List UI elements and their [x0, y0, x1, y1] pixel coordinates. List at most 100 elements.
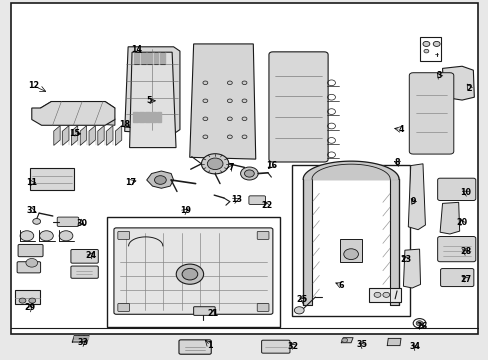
Circle shape	[59, 231, 73, 241]
FancyBboxPatch shape	[30, 168, 74, 190]
Polygon shape	[41, 102, 115, 111]
Text: 24: 24	[85, 251, 96, 260]
Polygon shape	[160, 52, 164, 64]
Circle shape	[176, 264, 203, 284]
Polygon shape	[341, 338, 352, 343]
FancyBboxPatch shape	[437, 237, 475, 262]
Text: 26: 26	[415, 323, 426, 331]
Text: 35: 35	[356, 341, 366, 349]
Text: 21: 21	[207, 310, 218, 319]
Circle shape	[154, 176, 166, 184]
FancyBboxPatch shape	[248, 196, 265, 204]
FancyBboxPatch shape	[118, 303, 129, 311]
Circle shape	[343, 249, 358, 260]
Circle shape	[422, 41, 429, 46]
Circle shape	[242, 81, 246, 85]
Text: 25: 25	[296, 295, 307, 304]
Circle shape	[242, 117, 246, 121]
Circle shape	[294, 307, 304, 314]
Text: 32: 32	[287, 342, 298, 351]
Circle shape	[203, 99, 207, 103]
Polygon shape	[41, 107, 115, 125]
Circle shape	[19, 298, 26, 303]
Circle shape	[203, 117, 207, 121]
Circle shape	[423, 49, 428, 53]
FancyBboxPatch shape	[257, 231, 268, 239]
Polygon shape	[439, 202, 459, 234]
Circle shape	[227, 117, 232, 121]
Text: 23: 23	[400, 255, 410, 264]
Circle shape	[244, 170, 254, 177]
Polygon shape	[303, 179, 311, 305]
Circle shape	[242, 99, 246, 103]
Polygon shape	[145, 112, 149, 122]
Polygon shape	[403, 249, 420, 288]
Text: 30: 30	[77, 219, 87, 228]
Text: 29: 29	[25, 303, 36, 312]
Text: 1: 1	[207, 341, 213, 350]
Polygon shape	[54, 126, 60, 145]
Polygon shape	[79, 336, 82, 339]
Polygon shape	[153, 52, 158, 64]
Text: 4: 4	[397, 125, 403, 134]
FancyBboxPatch shape	[440, 269, 473, 287]
Circle shape	[26, 258, 38, 267]
Polygon shape	[442, 66, 473, 100]
FancyBboxPatch shape	[268, 52, 327, 162]
Circle shape	[201, 154, 228, 174]
Circle shape	[182, 269, 197, 280]
Circle shape	[227, 135, 232, 139]
Polygon shape	[89, 126, 95, 145]
FancyBboxPatch shape	[71, 266, 98, 278]
Circle shape	[240, 167, 258, 180]
Polygon shape	[62, 126, 69, 145]
Polygon shape	[106, 126, 113, 145]
Text: 9: 9	[409, 197, 415, 206]
Circle shape	[415, 321, 422, 326]
Text: 14: 14	[131, 45, 142, 54]
Polygon shape	[407, 164, 425, 230]
Polygon shape	[129, 52, 176, 148]
Polygon shape	[141, 52, 145, 64]
Text: 13: 13	[230, 195, 241, 204]
Polygon shape	[124, 47, 180, 134]
Polygon shape	[147, 52, 152, 64]
FancyBboxPatch shape	[57, 217, 79, 226]
Bar	[419, 37, 440, 61]
Circle shape	[382, 292, 389, 297]
Bar	[340, 239, 361, 262]
Circle shape	[207, 158, 223, 170]
Text: 34: 34	[408, 342, 419, 351]
Text: 27: 27	[459, 275, 470, 284]
Text: 11: 11	[26, 179, 37, 188]
FancyBboxPatch shape	[408, 73, 453, 154]
Text: 8: 8	[393, 158, 399, 167]
Bar	[368, 288, 400, 302]
Text: 17: 17	[125, 178, 136, 187]
Text: 10: 10	[459, 188, 470, 197]
Circle shape	[242, 135, 246, 139]
Text: 12: 12	[28, 81, 39, 90]
Polygon shape	[74, 336, 78, 339]
FancyBboxPatch shape	[17, 262, 41, 273]
Bar	[292, 165, 409, 316]
Polygon shape	[133, 112, 138, 122]
Text: 15: 15	[69, 129, 80, 138]
Text: 33: 33	[78, 338, 88, 347]
Text: 20: 20	[456, 218, 467, 227]
Circle shape	[20, 231, 34, 241]
Text: 7: 7	[227, 163, 233, 172]
Circle shape	[203, 135, 207, 139]
FancyBboxPatch shape	[114, 228, 272, 314]
Bar	[15, 290, 40, 304]
Circle shape	[227, 81, 232, 85]
FancyBboxPatch shape	[257, 303, 268, 311]
Text: 31: 31	[26, 206, 37, 215]
Circle shape	[227, 99, 232, 103]
FancyBboxPatch shape	[193, 307, 215, 315]
Text: 28: 28	[459, 248, 470, 256]
Polygon shape	[32, 102, 115, 125]
Polygon shape	[84, 336, 87, 339]
Text: 3: 3	[435, 71, 441, 80]
Text: 6: 6	[337, 281, 343, 289]
